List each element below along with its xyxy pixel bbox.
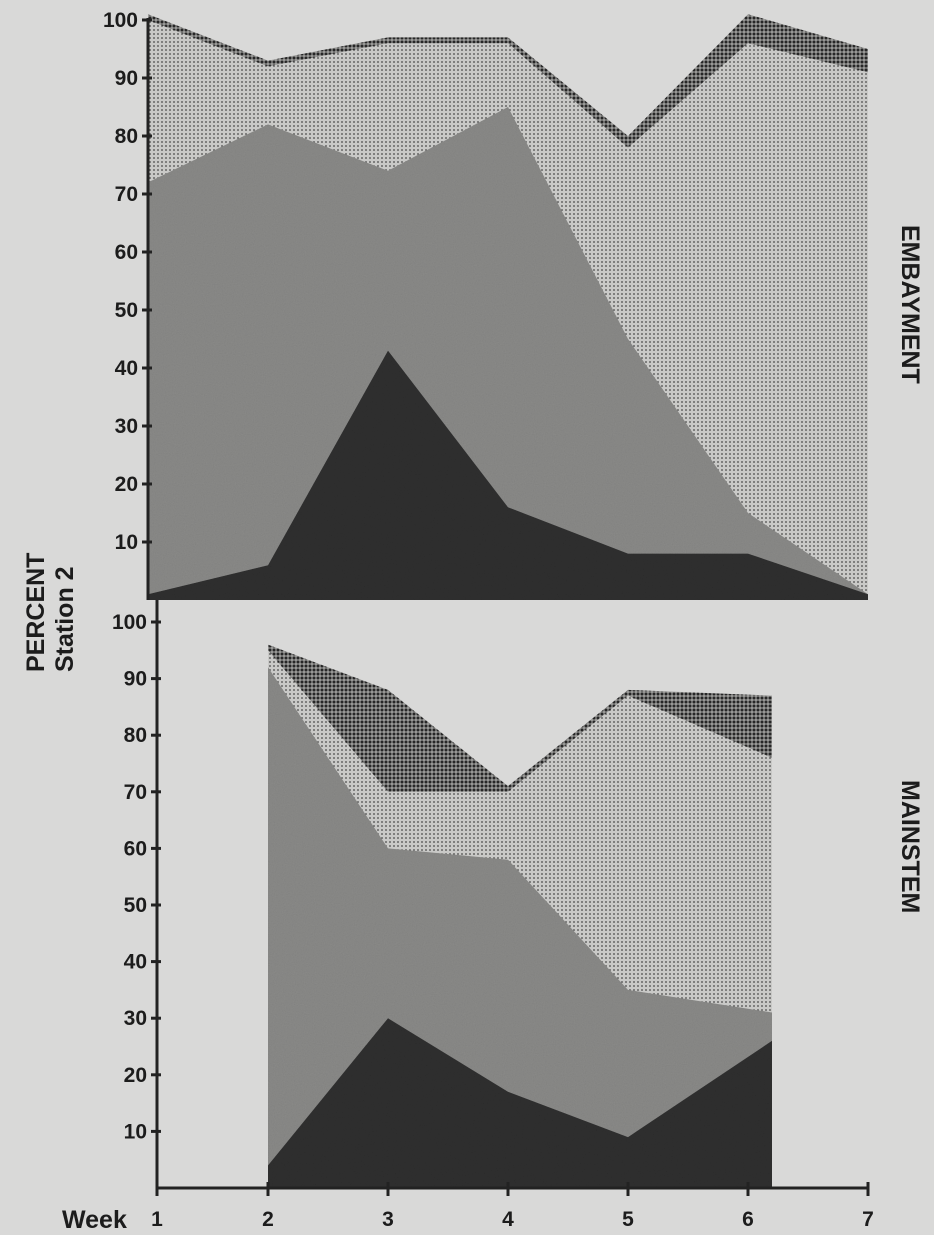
x-tick-label: 2 bbox=[262, 1208, 274, 1231]
embayment-y-tick-label: 20 bbox=[115, 473, 138, 496]
x-tick-label: 6 bbox=[742, 1208, 754, 1231]
x-tick-label: 1 bbox=[151, 1208, 163, 1231]
mainstem-y-tick-label: 100 bbox=[112, 611, 147, 634]
mainstem-bottom-dark-area bbox=[268, 1018, 772, 1188]
mainstem-y-tick-label: 30 bbox=[124, 1007, 147, 1030]
y-ticks: 10 20 30 40 50 60 70 80 90 100 10 20 30 40 50 60 70 80 90 1… bbox=[103, 9, 161, 1143]
embayment-y-tick-label: 90 bbox=[115, 67, 138, 90]
y-axis-title-line1: PERCENT bbox=[22, 553, 50, 672]
mainstem-y-tick-label: 60 bbox=[124, 837, 147, 860]
embayment-y-tick-label: 50 bbox=[115, 299, 138, 322]
x-tick-label: 3 bbox=[382, 1208, 394, 1231]
x-tick-label: 4 bbox=[502, 1208, 514, 1231]
embayment-y-tick-label: 100 bbox=[103, 9, 138, 32]
y-axis-title-line2: Station 2 bbox=[51, 566, 79, 672]
embayment-bottom-dark-area bbox=[148, 350, 868, 600]
mainstem-label: MAINSTEM bbox=[896, 780, 924, 913]
embayment-y-tick-label: 40 bbox=[115, 357, 138, 380]
mainstem-y-tick-label: 40 bbox=[124, 951, 147, 974]
embayment-panel bbox=[148, 14, 868, 600]
x-tick-label: 5 bbox=[622, 1208, 634, 1231]
embayment-y-tick-label: 30 bbox=[115, 415, 138, 438]
x-ticks: 1 2 3 4 5 6 7 bbox=[151, 1182, 874, 1231]
mainstem-y-tick-label: 80 bbox=[124, 724, 147, 747]
embayment-y-tick-label: 10 bbox=[115, 531, 138, 554]
x-axis-title: Week bbox=[62, 1206, 127, 1234]
embayment-label: EMBAYMENT bbox=[896, 225, 924, 384]
x-tick-label: 7 bbox=[862, 1208, 874, 1231]
mainstem-y-tick-label: 20 bbox=[124, 1064, 147, 1087]
mainstem-panel bbox=[268, 644, 772, 1188]
embayment-y-tick-label: 70 bbox=[115, 183, 138, 206]
embayment-y-tick-label: 80 bbox=[115, 125, 138, 148]
embayment-y-tick-label: 60 bbox=[115, 241, 138, 264]
mainstem-y-tick-label: 70 bbox=[124, 781, 147, 804]
mainstem-y-tick-label: 10 bbox=[124, 1120, 147, 1143]
mainstem-y-tick-label: 90 bbox=[124, 668, 147, 691]
mainstem-y-tick-label: 50 bbox=[124, 894, 147, 917]
